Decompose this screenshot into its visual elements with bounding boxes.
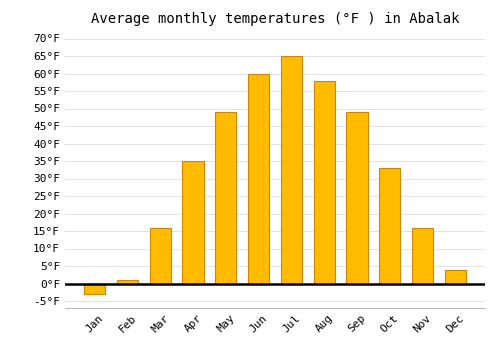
Bar — [379, 168, 400, 284]
Bar — [215, 112, 236, 284]
Title: Average monthly temperatures (°F ) in Abalak: Average monthly temperatures (°F ) in Ab… — [91, 12, 459, 26]
Bar — [182, 161, 204, 284]
Bar — [248, 74, 270, 284]
Bar — [280, 56, 302, 284]
Bar — [346, 112, 368, 284]
Bar — [314, 80, 335, 284]
Bar — [412, 228, 433, 284]
Bar — [444, 270, 466, 284]
Bar — [84, 284, 106, 294]
Bar — [150, 228, 171, 284]
Bar — [117, 280, 138, 284]
